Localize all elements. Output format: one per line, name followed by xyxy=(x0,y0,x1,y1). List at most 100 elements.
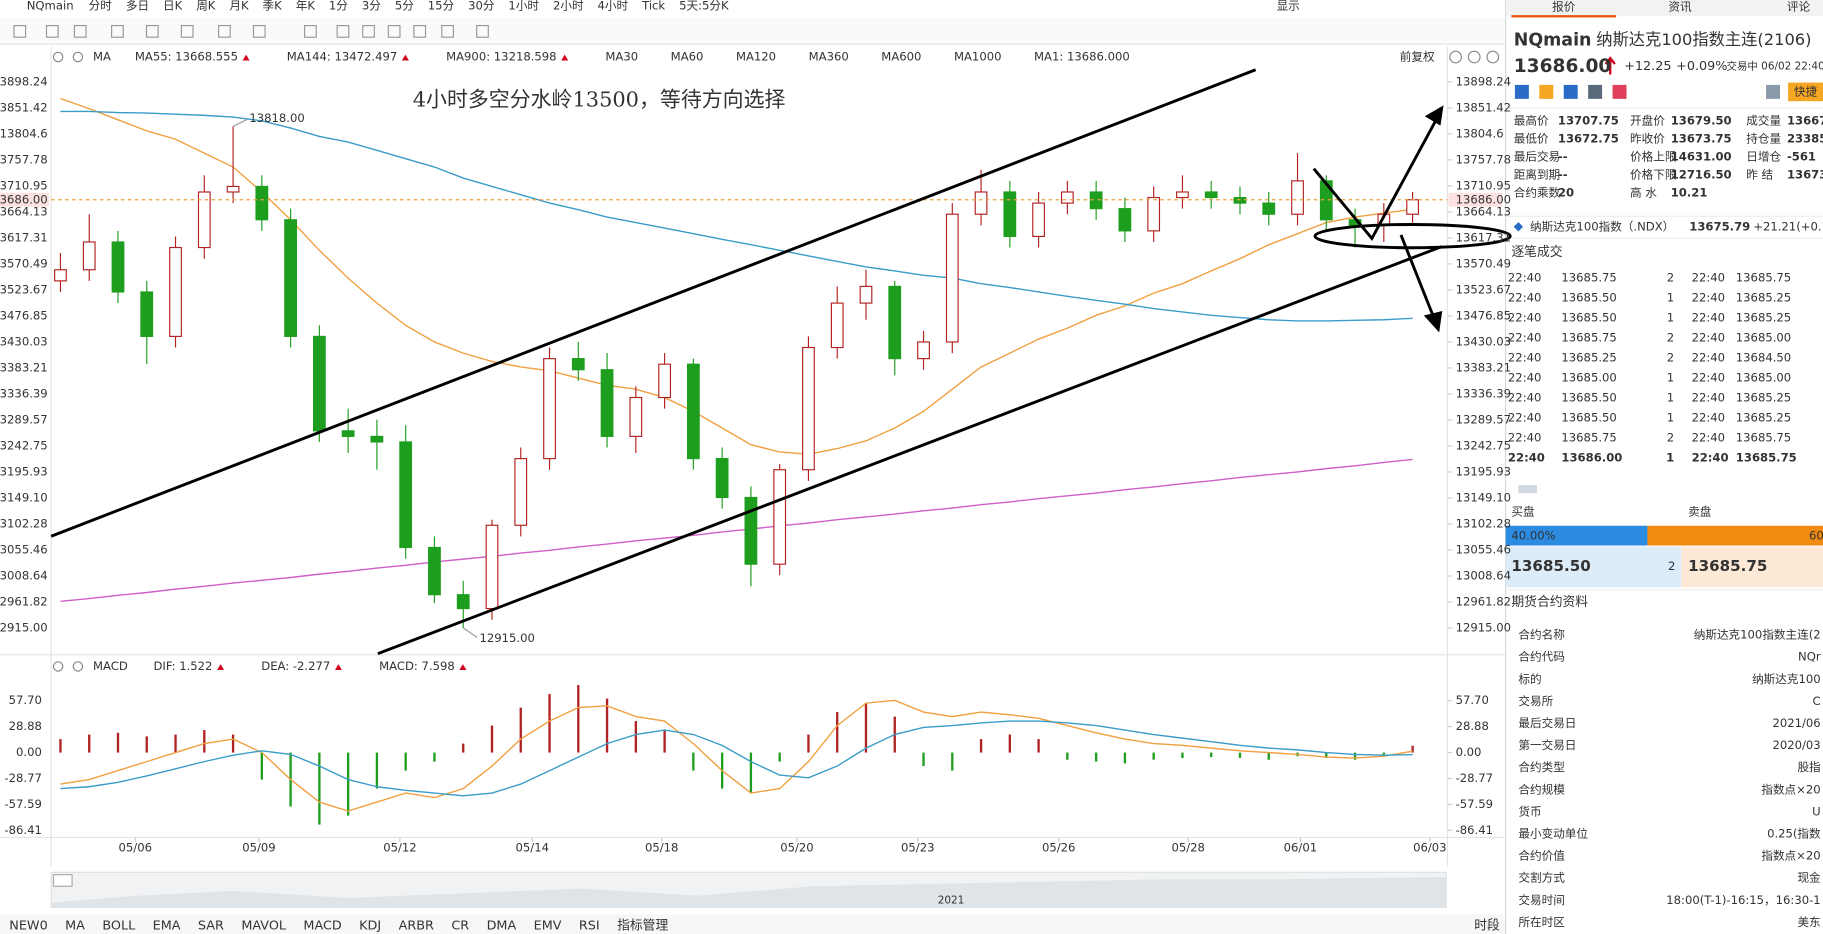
info-value: 指数点×20 xyxy=(1761,782,1820,796)
period-tab[interactable]: 月K xyxy=(229,0,249,12)
window-icon[interactable] xyxy=(1486,50,1500,64)
period-button[interactable]: 时段 xyxy=(1474,918,1500,933)
period-tab[interactable]: 2小时 xyxy=(553,0,584,12)
period-tab[interactable]: 5天:5分K xyxy=(679,0,729,12)
macd-bar xyxy=(116,732,120,753)
trade-volume: 1 xyxy=(1667,391,1674,405)
legend-entry: DIF: 1.522 xyxy=(153,659,212,673)
indicator-tab[interactable]: MACD xyxy=(303,918,341,933)
candle-body xyxy=(1003,191,1017,238)
y-tick-label-left: 13289.57 xyxy=(0,412,48,426)
trade-volume: 1 xyxy=(1666,451,1674,465)
close-icon[interactable] xyxy=(72,661,84,672)
candle-body xyxy=(197,191,211,249)
macd-bar xyxy=(462,743,465,753)
candle-body xyxy=(686,363,700,460)
y-tick-label-left: 13664.13 xyxy=(0,204,48,218)
bid-price: 13685.50 xyxy=(1511,557,1590,575)
stat-value: -- xyxy=(1558,150,1568,164)
window-icon[interactable] xyxy=(1449,50,1463,64)
indicator-tab[interactable]: MAVOL xyxy=(241,918,287,933)
display-menu[interactable]: 显示 xyxy=(1277,0,1300,12)
candle-body xyxy=(82,241,96,271)
period-tab[interactable]: 5分 xyxy=(395,0,414,12)
candle-body xyxy=(1118,208,1132,232)
panel-tab[interactable]: 评论 xyxy=(1787,0,1811,13)
settings-icon[interactable] xyxy=(52,51,64,63)
y-tick-label-left: 13710.95 xyxy=(0,178,48,192)
close-icon[interactable] xyxy=(72,51,84,63)
trade-price: 13685.00 xyxy=(1736,331,1791,345)
stat-label: 最低价 xyxy=(1514,131,1549,145)
legend-entry: MA60 xyxy=(671,49,704,63)
extreme-leader xyxy=(462,627,478,638)
period-tab[interactable]: 季K xyxy=(263,0,283,12)
period-tab[interactable]: 1小时 xyxy=(508,0,539,12)
panel-tab[interactable]: 资讯 xyxy=(1668,0,1692,13)
trade-time: 22:40 xyxy=(1508,451,1545,465)
indicator-tab[interactable]: MA xyxy=(65,918,85,933)
y-tick-label-left: 12915.00 xyxy=(0,621,48,635)
indicator-tab[interactable]: CR xyxy=(451,918,469,933)
indicator-tab[interactable]: KDJ xyxy=(359,918,381,933)
candle-body xyxy=(1291,180,1304,215)
trade-time: 22:40 xyxy=(1508,411,1541,425)
trade-time: 22:40 xyxy=(1692,391,1725,405)
period-tab[interactable]: 30分 xyxy=(468,0,495,12)
symbol-tab[interactable]: NQmain xyxy=(27,0,74,12)
macd-bar xyxy=(1267,752,1270,760)
legend-triangle xyxy=(401,54,409,61)
window-icon[interactable] xyxy=(1467,50,1481,64)
period-tab[interactable]: 3分 xyxy=(362,0,381,12)
trade-time: 22:40 xyxy=(1692,331,1725,345)
y-tick-label-left: 13757.78 xyxy=(0,152,48,166)
macd-bar xyxy=(1152,752,1155,760)
indicator-tab[interactable]: EMV xyxy=(534,918,562,933)
candle-body xyxy=(744,496,758,565)
period-tab[interactable]: 日K xyxy=(163,0,183,12)
macd-bar xyxy=(979,739,983,753)
period-tab[interactable]: 4小时 xyxy=(598,0,629,12)
current-price-box xyxy=(1448,192,1503,207)
indicator-tab[interactable]: EMA xyxy=(153,918,181,933)
indicator-tab[interactable]: BOLL xyxy=(102,918,136,933)
indicator-tab[interactable]: NEW0 xyxy=(9,918,47,933)
stat-label: 价格上限 xyxy=(1630,150,1677,164)
info-value: 18:00(T-1)-16:15，16:30-1 xyxy=(1666,893,1820,907)
stat-value: 13707.75 xyxy=(1558,113,1619,127)
macd-bar xyxy=(174,734,177,753)
y-tick-label-left: 13195.93 xyxy=(0,464,48,478)
bid-pct: 40.00% xyxy=(1511,529,1555,543)
adjust-button[interactable]: 前复权 xyxy=(1400,49,1435,63)
indicator-tab[interactable]: RSI xyxy=(579,918,600,933)
y-tick-label-left: 13055.46 xyxy=(0,543,48,557)
settings-icon[interactable] xyxy=(52,661,64,672)
quick-button[interactable]: 快捷 xyxy=(1794,84,1818,98)
period-tab[interactable]: 15分 xyxy=(428,0,455,12)
panel-tab[interactable]: 报价 xyxy=(1552,0,1576,13)
macd-line xyxy=(60,720,1413,797)
period-tab[interactable]: 年K xyxy=(296,0,316,12)
period-tab[interactable]: 周K xyxy=(196,0,216,12)
period-tab[interactable]: 多日 xyxy=(126,0,149,12)
macd-bar xyxy=(1037,739,1040,753)
macd-bar xyxy=(1353,752,1357,760)
extreme-label: 13818.00 xyxy=(249,111,304,125)
scroll-handle[interactable] xyxy=(52,874,73,887)
stat-value: -561 xyxy=(1787,150,1816,164)
period-tab[interactable]: 分时 xyxy=(89,0,113,12)
stat-value: 20 xyxy=(1558,186,1574,200)
arrowhead xyxy=(1424,105,1444,126)
arrow-line xyxy=(1312,113,1441,242)
period-tab[interactable]: 1分 xyxy=(329,0,348,12)
y-tick-label-left: 13336.39 xyxy=(0,386,48,400)
legend-entry: MA120 xyxy=(736,49,776,63)
x-tick-label: 05/26 xyxy=(1042,840,1075,854)
ma-line xyxy=(60,458,1413,603)
trade-price: 13685.75 xyxy=(1561,431,1616,445)
period-tab[interactable]: Tick xyxy=(641,0,665,12)
indicator-tab[interactable]: SAR xyxy=(198,918,224,933)
indicator-tab[interactable]: 指标管理 xyxy=(617,918,668,933)
indicator-tab[interactable]: DMA xyxy=(487,918,517,933)
indicator-tab[interactable]: ARBR xyxy=(399,918,434,933)
